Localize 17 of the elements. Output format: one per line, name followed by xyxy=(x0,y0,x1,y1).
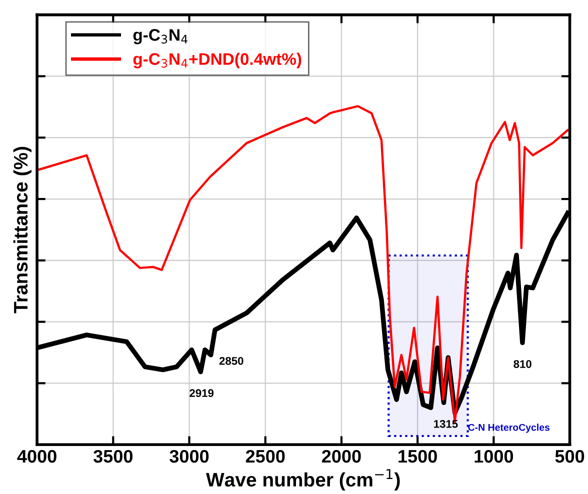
x-tick-label: 4000 xyxy=(17,450,56,463)
x-tick-label: 2000 xyxy=(322,450,361,463)
legend-label: g-C$_{3}$N$_{4}$ xyxy=(133,29,188,44)
annotation: 1315 xyxy=(434,420,458,428)
x-axis-title: Wave number (cm$^{−1}$) xyxy=(206,469,400,490)
annotation: 810 xyxy=(514,360,532,368)
x-tick-label: 3000 xyxy=(170,450,209,463)
annotation: 2919 xyxy=(190,389,214,398)
x-tick-label: 1000 xyxy=(474,450,514,463)
x-tick-label: 1500 xyxy=(398,450,437,463)
annotation: 2850 xyxy=(219,356,244,365)
band-label: C-N HeteroCycles xyxy=(468,424,550,433)
y-axis-title: Transmittance (%) xyxy=(13,146,32,314)
x-tick-label: 3500 xyxy=(93,450,132,463)
x-tick-label: 2500 xyxy=(246,450,285,463)
x-tick-label: 500 xyxy=(555,450,584,463)
legend-label: g-C$_{3}$N$_{4}$+DND(0.4wt%) xyxy=(133,52,302,68)
